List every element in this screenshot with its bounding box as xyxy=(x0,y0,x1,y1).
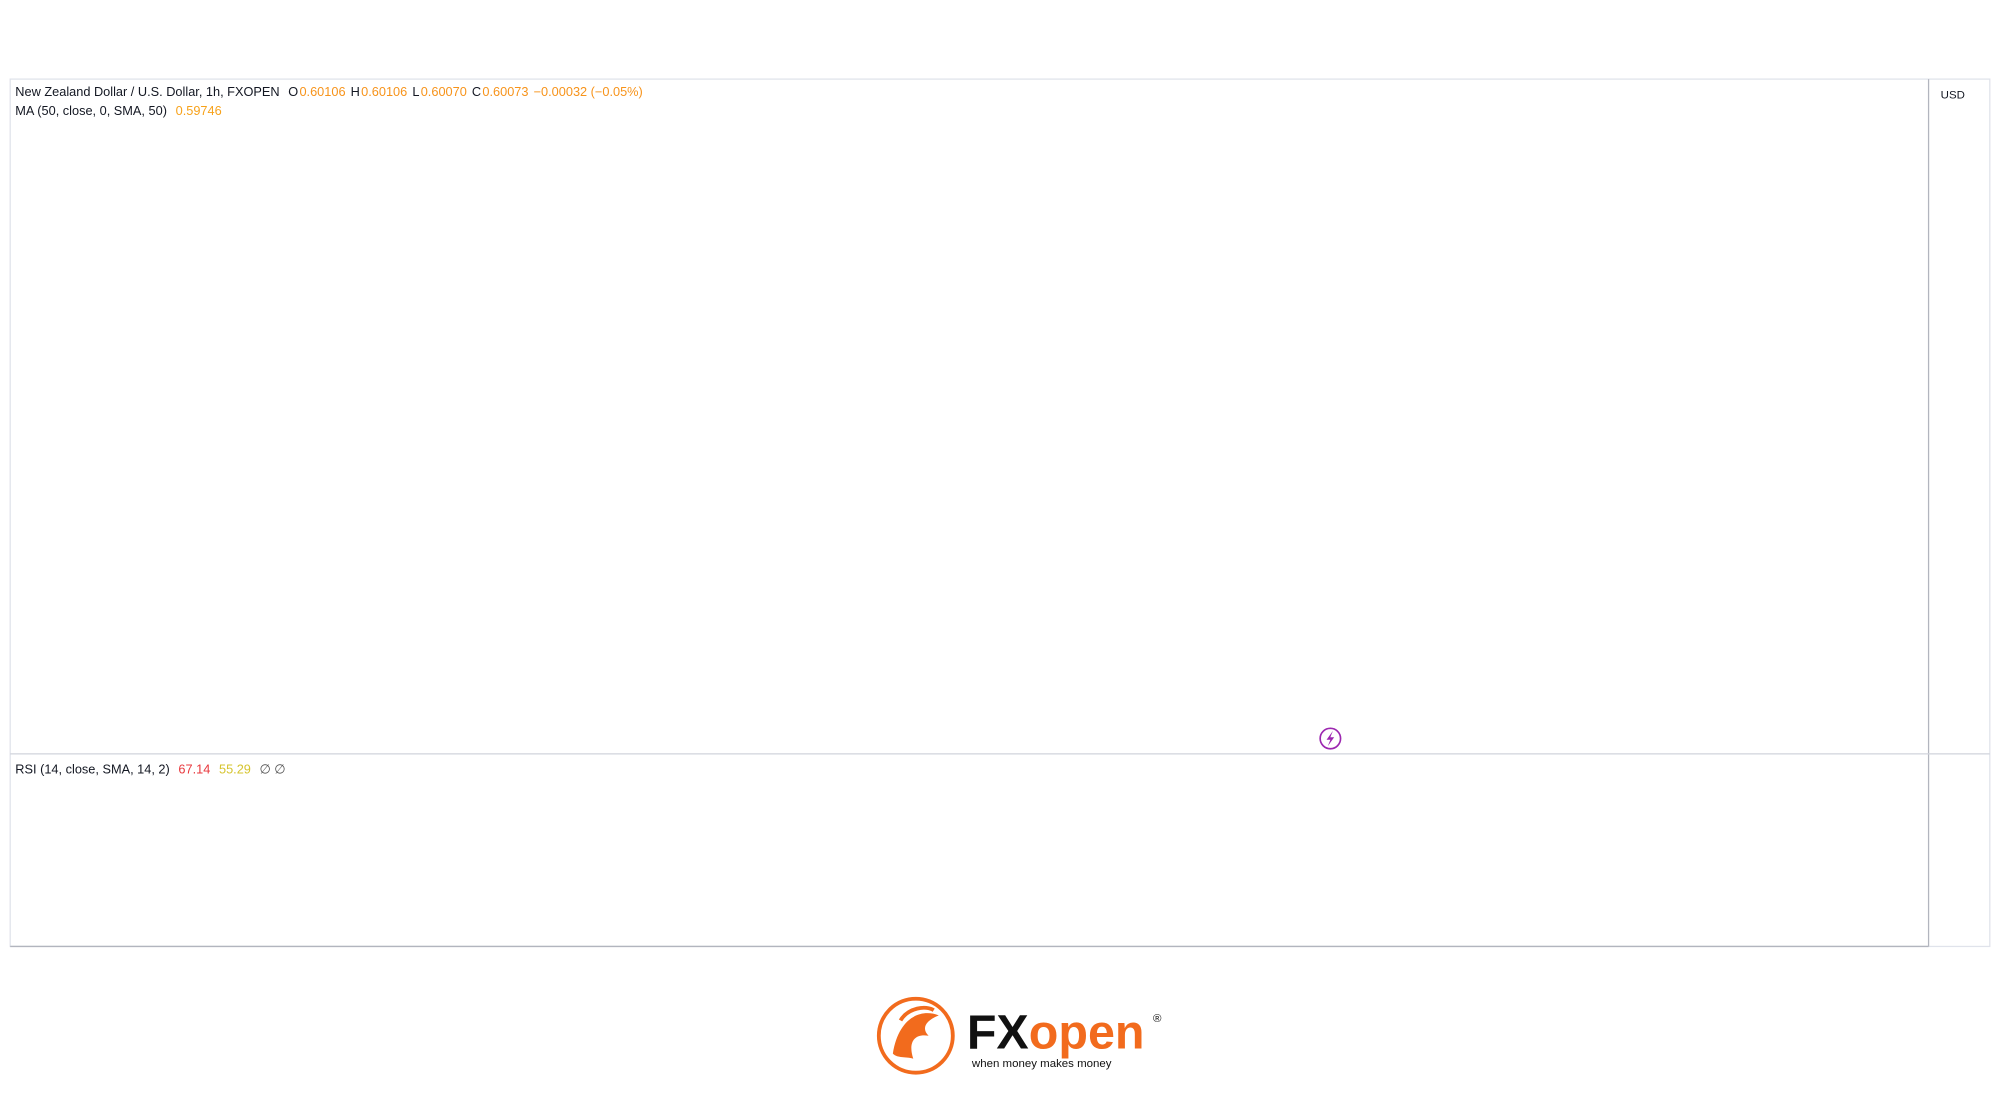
ohlc-item: 0.60070 xyxy=(421,84,467,99)
ohlc-item: L xyxy=(412,84,419,99)
brand-open: open xyxy=(1029,1006,1145,1060)
ma-name: MA (50, close, 0, SMA, 50) xyxy=(15,104,167,119)
ohlc-values: O0.60106 H0.60106 L0.60070 C0.60073 −0.00032… xyxy=(288,84,643,99)
ma-legend: MA (50, close, 0, SMA, 50) 0.59746 xyxy=(15,104,221,119)
ohlc-item: 0.60106 xyxy=(361,84,407,99)
logo: FXopen ® when money makes money xyxy=(876,996,1162,1075)
rsi-sma-value: 55.29 xyxy=(219,762,251,777)
ohlc-item: −0.00032 (−0.05%) xyxy=(534,84,643,99)
rsi-value: 67.14 xyxy=(178,762,210,777)
axis-unit: USD xyxy=(1941,90,1965,102)
rsi-extra: ∅ ∅ xyxy=(260,762,286,777)
ohlc-item: H xyxy=(351,84,360,99)
rsi-name: RSI (14, close, SMA, 14, 2) xyxy=(15,762,169,777)
brand-reg: ® xyxy=(1153,1013,1162,1025)
ohlc-item: 0.60073 xyxy=(482,84,528,99)
brand-fx: FXopen xyxy=(967,1006,1145,1060)
alert-icon[interactable] xyxy=(1319,727,1342,750)
chart-title: New Zealand Dollar / U.S. Dollar, 1h, FX… xyxy=(15,84,279,99)
ohlc-item: 0.60106 xyxy=(299,84,345,99)
ohlc-item: O xyxy=(288,84,298,99)
ohlc-item: C xyxy=(472,84,481,99)
ma-value: 0.59746 xyxy=(176,104,222,119)
rsi-legend: RSI (14, close, SMA, 14, 2) 67.14 55.29 … xyxy=(15,762,285,777)
brand-tagline: when money makes money xyxy=(971,1058,1112,1070)
chart-header: New Zealand Dollar / U.S. Dollar, 1h, FX… xyxy=(15,84,642,99)
